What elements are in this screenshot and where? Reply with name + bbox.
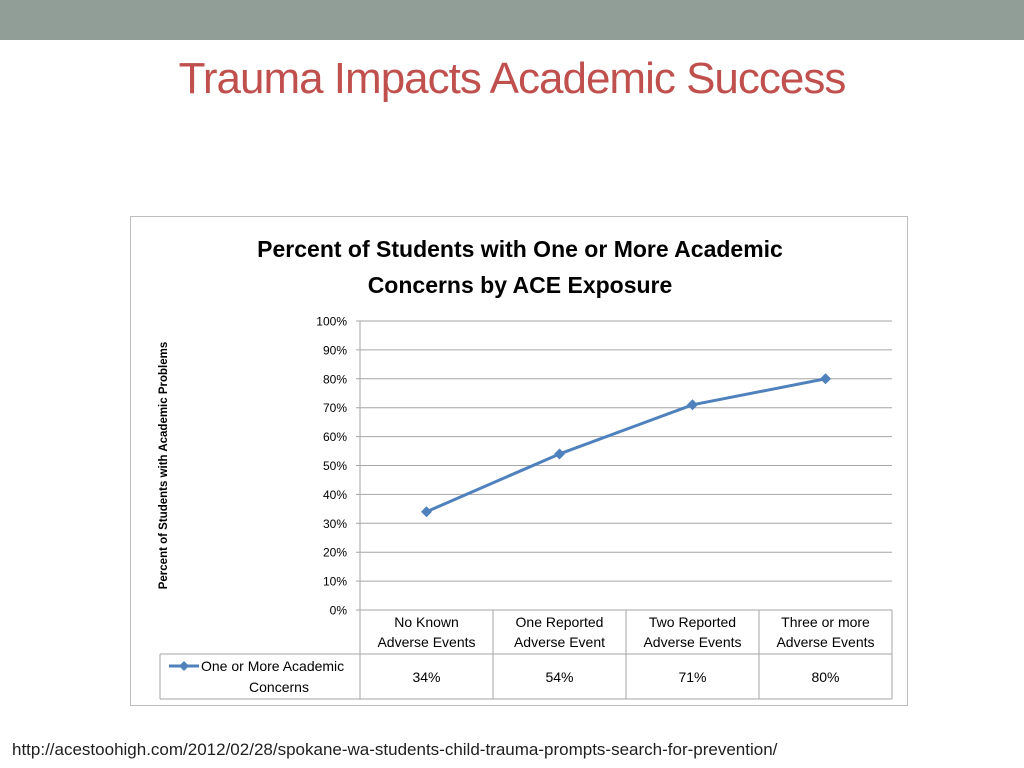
data-point-marker [554, 448, 565, 460]
y-tick-label: 60% [323, 430, 347, 444]
y-tick-label: 90% [323, 343, 347, 357]
x-category-label: Adverse Events [776, 634, 874, 650]
data-point-marker [687, 399, 698, 411]
top-band [0, 0, 1024, 40]
data-value-label: 54% [545, 669, 573, 685]
y-tick-label: 10% [323, 575, 347, 589]
chart-title-line: Percent of Students with One or More Aca… [257, 236, 783, 262]
data-value-label: 71% [678, 669, 706, 685]
source-url[interactable]: http://acestoohigh.com/2012/02/28/spokan… [12, 740, 778, 759]
y-tick-label: 100% [316, 315, 347, 329]
chart-title-line: Concerns by ACE Exposure [368, 272, 673, 298]
data-point-marker [421, 506, 432, 518]
series-line [425, 377, 826, 514]
legend-label: One or More Academic [201, 658, 344, 674]
chart-frame: Percent of Students with One or More Aca… [130, 216, 908, 706]
y-tick-label: 50% [323, 459, 347, 473]
y-tick-label: 20% [323, 546, 347, 560]
x-category-label: Adverse Event [514, 634, 605, 650]
y-tick-label: 0% [330, 604, 348, 618]
x-category-label: Two Reported [649, 614, 736, 630]
x-category-label: One Reported [516, 614, 604, 630]
chart: Percent of Students with One or More Aca… [158, 236, 893, 700]
y-tick-label: 40% [323, 488, 347, 502]
x-category-label: Adverse Events [377, 634, 475, 650]
slide-title: Trauma Impacts Academic Success [178, 54, 847, 103]
x-category-label: Adverse Events [643, 634, 741, 650]
y-tick-label: 70% [323, 401, 347, 415]
data-value-label: 34% [412, 669, 440, 685]
y-axis-label: Percent of Students with Academic Proble… [158, 342, 170, 590]
x-category-label: Three or more [781, 614, 870, 630]
y-tick-label: 30% [323, 517, 347, 531]
legend-marker [179, 661, 189, 671]
x-category-label: No Known [394, 614, 459, 630]
data-point-marker [820, 373, 831, 385]
y-tick-label: 80% [323, 372, 347, 386]
data-value-label: 80% [811, 669, 839, 685]
legend-label: Concerns [249, 679, 309, 695]
